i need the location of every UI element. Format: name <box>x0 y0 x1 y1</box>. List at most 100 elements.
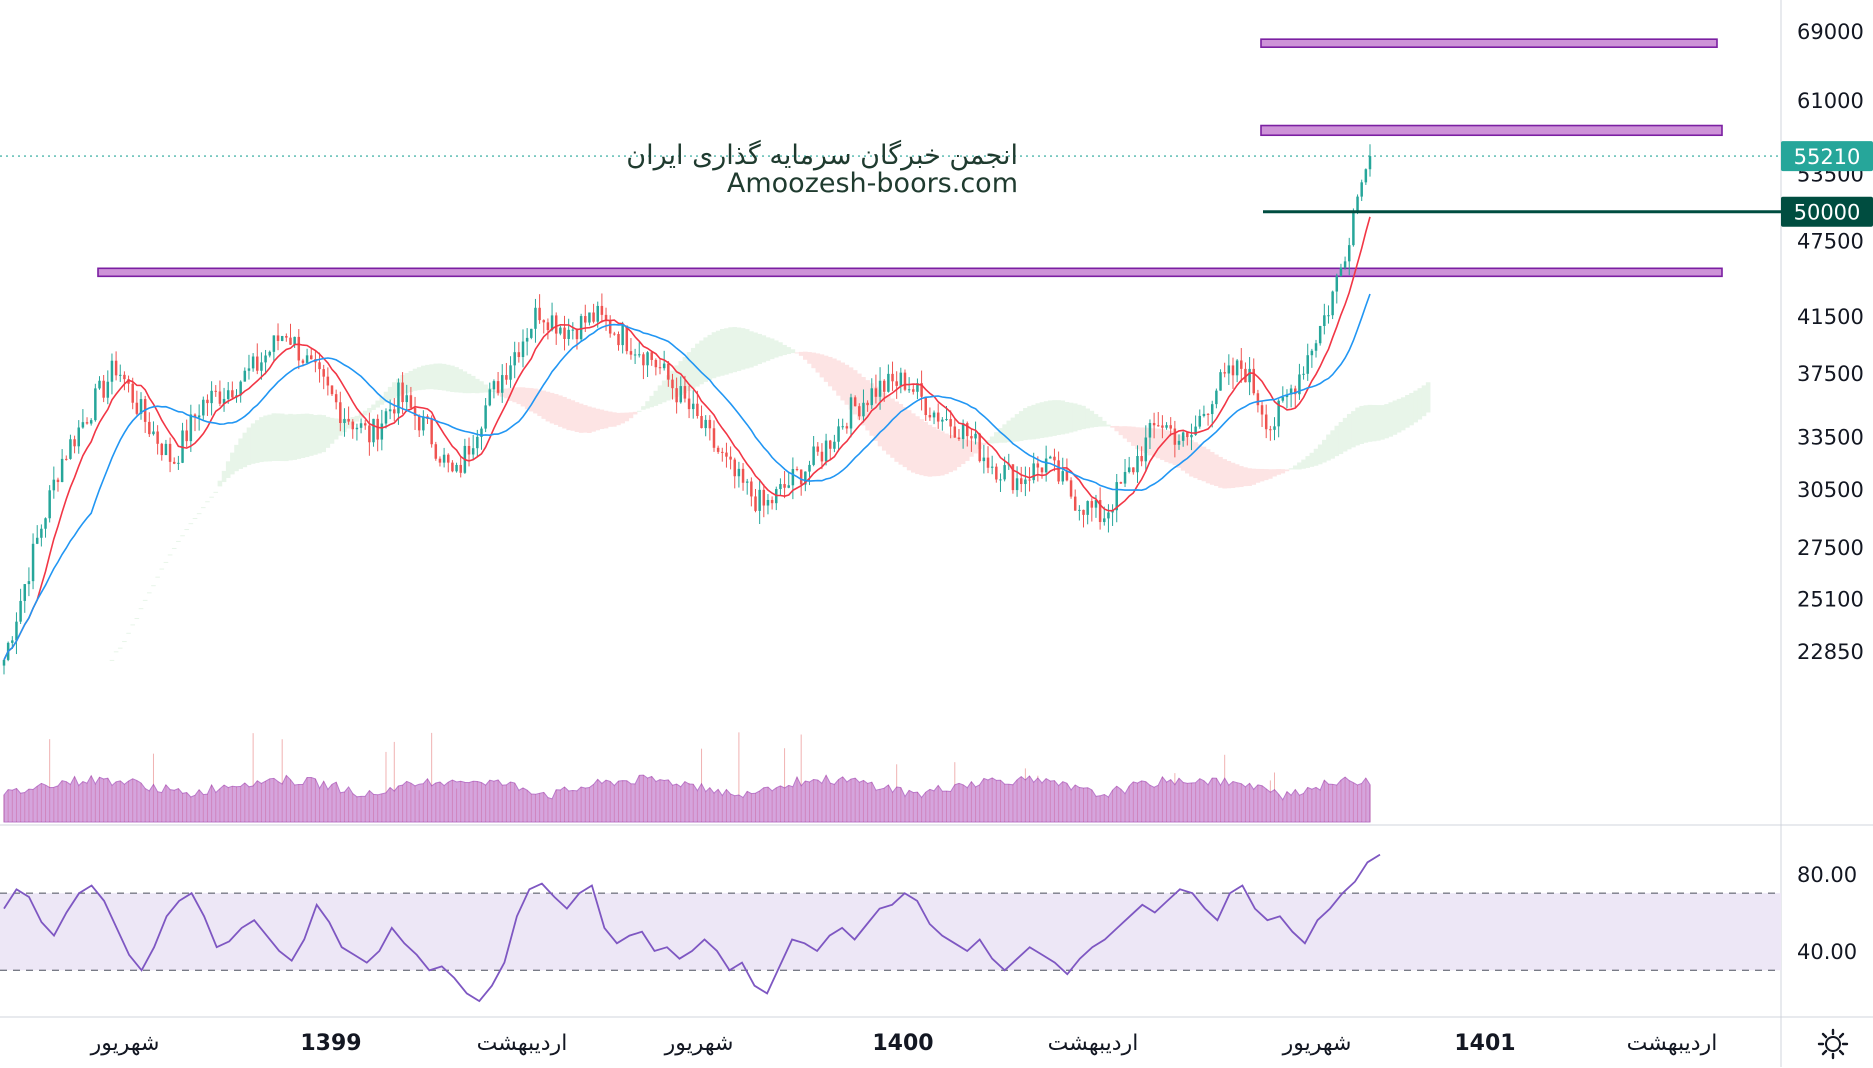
cloud-segment <box>628 412 634 419</box>
candle-body <box>1161 425 1164 428</box>
candle-body <box>837 426 840 442</box>
candle-body <box>380 423 384 440</box>
cloud-segment <box>915 416 920 475</box>
resistance-zone[interactable] <box>97 267 1723 278</box>
cloud-segment <box>815 353 821 373</box>
time-axis[interactable]: شهریور 1399 اردیبهشت شهریور 1400 اردیبهشت شهری… <box>90 1031 1718 1056</box>
candle-body <box>206 399 209 404</box>
candle-body <box>588 312 591 323</box>
price-axis[interactable]: 6900061000535004750041500375003350030500… <box>1797 20 1864 664</box>
candle-body <box>500 375 504 393</box>
candle-body <box>1119 482 1123 484</box>
cloud-segment <box>578 403 584 433</box>
cloud-segment <box>852 370 858 415</box>
cloud-segment <box>138 608 144 610</box>
candle-body <box>351 421 355 430</box>
cloud-segment <box>1309 452 1315 467</box>
candle-body <box>1306 355 1309 374</box>
cloud-segment <box>1018 411 1024 442</box>
time-tick-label: 1401 <box>1454 1031 1515 1056</box>
candle-body <box>974 433 977 439</box>
cloud-segment <box>1043 401 1049 438</box>
candle-body <box>646 352 649 366</box>
cloud-segment <box>612 412 617 427</box>
candle-body <box>941 419 944 422</box>
candle-body <box>1078 509 1081 511</box>
cloud-segment <box>1027 406 1032 440</box>
candle-body <box>172 461 176 464</box>
candle-body <box>1364 169 1368 183</box>
candle-body <box>285 336 288 338</box>
candle-body <box>895 381 898 386</box>
cloud-segment <box>549 392 555 424</box>
candle-body <box>280 336 284 341</box>
cloud-segment <box>985 440 991 444</box>
cloud-segment <box>188 523 194 525</box>
price-tick-label: 25100 <box>1797 587 1864 611</box>
cloud-segment <box>715 330 721 377</box>
cloud-segment <box>1114 425 1120 432</box>
cloud-segment <box>1006 420 1012 443</box>
resistance-zone[interactable] <box>1260 38 1718 48</box>
candle-body <box>521 341 525 358</box>
candle-body <box>617 334 620 346</box>
cloud-segment <box>1405 394 1410 428</box>
candle-body <box>1190 434 1193 438</box>
price-tick-label: 69000 <box>1797 20 1864 44</box>
cloud-segment <box>964 439 970 461</box>
moving-averages <box>3 216 1371 661</box>
resistance-zones[interactable] <box>97 38 1723 278</box>
candle-body <box>1264 414 1268 430</box>
cloud-segment <box>1355 407 1360 446</box>
candle-body <box>1107 512 1110 519</box>
cloud-segment <box>840 362 845 401</box>
cloud-segment <box>246 427 252 466</box>
candle-body <box>995 466 998 480</box>
candle-body <box>89 420 93 424</box>
ma-fast-line <box>3 216 1371 661</box>
cloud-segment <box>703 337 708 382</box>
price-tick-label: 22850 <box>1797 640 1864 664</box>
candle-body <box>480 428 483 437</box>
candle-body <box>496 381 500 393</box>
candle-body <box>924 396 927 416</box>
rsi-tick-label: 80.00 <box>1797 863 1857 887</box>
candle-body <box>1011 464 1015 491</box>
candle-body <box>1198 415 1202 427</box>
price-tick-label: 61000 <box>1797 89 1864 113</box>
cloud-segment <box>844 364 850 405</box>
cloud-segment <box>205 501 210 503</box>
candle-body <box>343 418 346 424</box>
volume-ma-area <box>3 774 1371 823</box>
time-tick-label: اردیبهشت <box>1627 1031 1718 1056</box>
cloud-segment <box>1384 404 1389 439</box>
cloud-segment <box>1421 385 1427 417</box>
candle-body <box>123 374 126 380</box>
cloud-segment <box>558 395 563 427</box>
candle-body <box>1061 471 1064 482</box>
candle-body <box>791 469 795 486</box>
cloud-segment <box>408 370 414 392</box>
gear-icon[interactable] <box>1813 1024 1853 1064</box>
cloud-segment <box>624 412 630 422</box>
candle-body <box>334 394 338 403</box>
candle-body <box>1115 482 1118 511</box>
resistance-zone[interactable] <box>1260 124 1723 137</box>
candle-body <box>44 518 47 529</box>
candle-body <box>1352 212 1355 246</box>
cloud-segment <box>267 414 273 462</box>
candle-body <box>1152 423 1156 426</box>
candle-body <box>1298 374 1301 395</box>
candle-body <box>833 441 836 449</box>
cloud-segment <box>1077 404 1082 431</box>
candle-body <box>795 469 799 471</box>
candle-body <box>642 354 645 366</box>
cloud-segment <box>271 413 277 461</box>
cloud-segment <box>948 435 953 473</box>
candle-body <box>1065 471 1069 481</box>
time-tick-label: شهریور <box>90 1031 160 1056</box>
rsi-axis[interactable]: 80.00 40.00 <box>1797 863 1857 964</box>
candle-body <box>1294 388 1297 395</box>
cloud-segment <box>1126 426 1132 443</box>
